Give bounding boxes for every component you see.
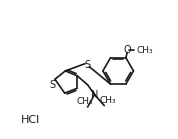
Text: N: N bbox=[91, 90, 98, 100]
Text: O: O bbox=[123, 45, 131, 55]
Text: S: S bbox=[85, 60, 91, 70]
Text: CH₃: CH₃ bbox=[99, 96, 116, 105]
Text: CH₃: CH₃ bbox=[77, 97, 93, 106]
Text: HCl: HCl bbox=[21, 115, 40, 125]
Text: S: S bbox=[49, 80, 56, 90]
Text: CH₃: CH₃ bbox=[137, 45, 153, 54]
